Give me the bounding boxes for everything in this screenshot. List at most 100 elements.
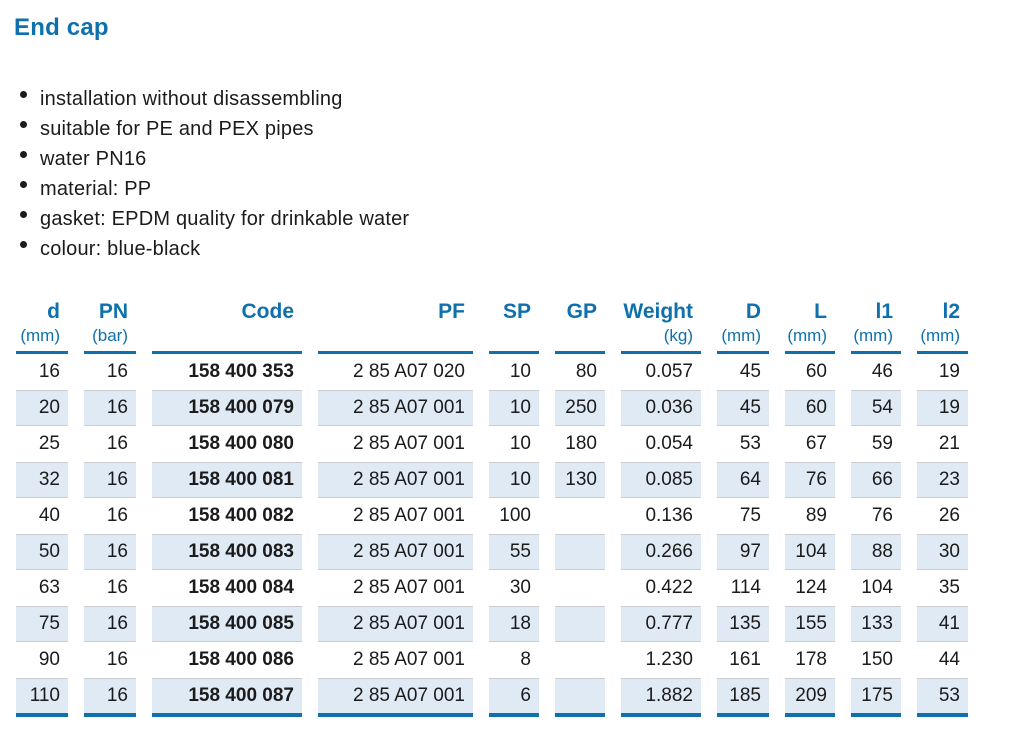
header-unit-row: (mm) (bar) (kg) (mm) (mm) (mm) (mm) [16, 326, 968, 354]
cell-L: 76 [785, 462, 835, 498]
col-header-L: L [814, 300, 827, 323]
cell-weight: 0.777 [621, 606, 701, 642]
col-unit-code [152, 326, 302, 354]
cell-gp [555, 678, 605, 717]
cell-pf: 2 85 A07 001 [318, 462, 473, 498]
feature-text: gasket: EPDM quality for drinkable water [40, 208, 410, 230]
cell-code: 158 400 083 [152, 534, 302, 570]
cell-L: 155 [785, 606, 835, 642]
cell-D: 75 [739, 505, 761, 526]
col-header-d: d [47, 300, 60, 323]
cell-pn: 16 [106, 505, 128, 526]
feature-text: installation without disassembling [40, 88, 343, 110]
cell-d: 25 [38, 433, 60, 454]
col-unit-d: (mm) [16, 326, 68, 354]
cell-L: 104 [785, 534, 835, 570]
table-row: 40 16 158 400 082 2 85 A07 001 100 0.136 75 89 7… [16, 498, 968, 534]
cell-weight: 0.054 [645, 433, 693, 454]
cell-l1: 133 [851, 606, 901, 642]
cell-l1: 150 [861, 649, 893, 670]
col-unit-pn: (bar) [84, 326, 136, 354]
cell-sp: 55 [489, 534, 539, 570]
cell-d: 20 [16, 390, 68, 426]
feature-item: gasket: EPDM quality for drinkable water [14, 204, 1024, 234]
cell-weight: 0.057 [645, 361, 693, 382]
col-unit-L: (mm) [785, 326, 835, 354]
cell-code: 158 400 080 [188, 433, 294, 454]
cell-code: 158 400 082 [188, 505, 294, 526]
cell-D: 185 [717, 678, 769, 717]
cell-pn: 16 [106, 577, 128, 598]
table-row: 75 16 158 400 085 2 85 A07 001 18 0.777 135 155… [16, 606, 968, 642]
cell-D: 97 [717, 534, 769, 570]
cell-pf: 2 85 A07 001 [318, 390, 473, 426]
cell-L: 124 [795, 577, 827, 598]
cell-L: 60 [785, 390, 835, 426]
col-header-D: D [745, 300, 761, 323]
cell-l2: 30 [917, 534, 968, 570]
cell-weight: 0.136 [645, 505, 693, 526]
cell-gp: 130 [555, 462, 605, 498]
cell-d: 50 [16, 534, 68, 570]
cell-sp: 10 [509, 361, 531, 382]
cell-l2: 21 [938, 433, 960, 454]
cell-d: 16 [38, 361, 60, 382]
col-header-weight: Weight [623, 300, 693, 323]
cell-code: 158 400 087 [152, 678, 302, 717]
table-row: 25 16 158 400 080 2 85 A07 001 10 180 0.054 53 6… [16, 426, 968, 462]
cell-pf: 2 85 A07 001 [353, 433, 465, 454]
cell-pn: 16 [106, 433, 128, 454]
cell-gp [555, 642, 605, 678]
col-unit-l1: (mm) [851, 326, 901, 354]
feature-item: colour: blue-black [14, 234, 1024, 264]
feature-text: water PN16 [40, 148, 147, 170]
bullet-icon [20, 241, 27, 248]
table-row: 32 16 158 400 081 2 85 A07 001 10 130 0.085 64 7… [16, 462, 968, 498]
cell-pf: 2 85 A07 001 [353, 577, 465, 598]
cell-l2: 19 [938, 361, 960, 382]
cell-weight: 1.230 [645, 649, 693, 670]
cell-l1: 54 [851, 390, 901, 426]
cell-L: 209 [785, 678, 835, 717]
bullet-icon [20, 91, 27, 98]
cell-D: 161 [729, 649, 761, 670]
cell-D: 114 [730, 577, 761, 598]
cell-d: 110 [16, 678, 68, 717]
cell-D: 135 [717, 606, 769, 642]
col-header-l2: l2 [942, 300, 960, 323]
cell-pf: 2 85 A07 020 [353, 361, 465, 382]
cell-sp: 10 [509, 433, 531, 454]
col-unit-weight: (kg) [621, 326, 701, 354]
cell-weight: 0.036 [621, 390, 701, 426]
col-header-sp: SP [502, 300, 531, 323]
table-row: 90 16 158 400 086 2 85 A07 001 8 1.230 161 178 1… [16, 642, 968, 678]
cell-weight: 0.085 [621, 462, 701, 498]
bullet-icon [20, 181, 27, 188]
cell-l1: 88 [851, 534, 901, 570]
cell-pf: 2 85 A07 001 [318, 606, 473, 642]
cell-l1: 76 [871, 505, 893, 526]
cell-sp: 6 [489, 678, 539, 717]
cell-l2: 53 [917, 678, 968, 717]
cell-L: 178 [795, 649, 827, 670]
cell-pf: 2 85 A07 001 [353, 505, 465, 526]
cell-l2: 41 [917, 606, 968, 642]
col-unit-sp [489, 326, 539, 354]
cell-weight: 0.266 [621, 534, 701, 570]
cell-pn: 16 [84, 678, 136, 717]
table-body: 16 16 158 400 353 2 85 A07 020 10 80 0.057 45 60… [16, 354, 968, 717]
page-title: End cap [14, 14, 109, 41]
cell-pf: 2 85 A07 001 [318, 678, 473, 717]
cell-sp: 10 [489, 390, 539, 426]
col-unit-pf [318, 326, 473, 354]
cell-l2: 26 [938, 505, 960, 526]
cell-L: 89 [805, 505, 827, 526]
cell-l2: 35 [938, 577, 960, 598]
bullet-icon [20, 211, 27, 218]
col-header-pn: PN [98, 300, 128, 323]
cell-D: 45 [717, 390, 769, 426]
cell-gp: 180 [565, 433, 597, 454]
cell-gp [555, 570, 605, 606]
